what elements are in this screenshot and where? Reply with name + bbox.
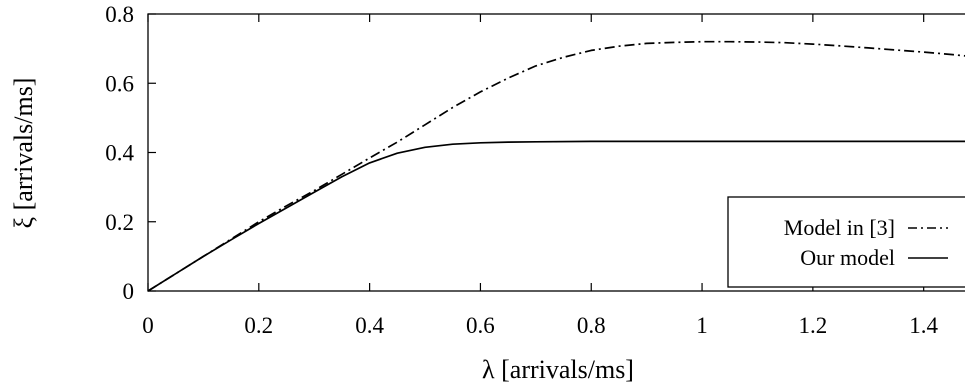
series-layer xyxy=(147,40,965,292)
y-tick-label: 0 xyxy=(123,279,135,304)
x-tick-label: 0.2 xyxy=(244,313,273,338)
x-tick-label: 0.8 xyxy=(577,313,606,338)
legend-label-model-in-3: Model in [3] xyxy=(784,215,895,240)
series-line-our-model xyxy=(147,140,965,292)
legend-label-our-model: Our model xyxy=(800,245,895,270)
x-tick-label: 1 xyxy=(696,313,708,338)
x-tick-label: 1.4 xyxy=(909,313,938,338)
plot-frame xyxy=(147,13,965,292)
x-tick-label: 0.6 xyxy=(466,313,495,338)
series-line-model-in-3 xyxy=(147,40,965,292)
y-axis-label: ξ [arrivals/ms] xyxy=(9,78,38,229)
legend-box xyxy=(727,196,965,288)
x-tick-label: 0 xyxy=(142,313,154,338)
y-tick-label: 0.2 xyxy=(105,210,134,235)
x-axis-label: λ [arrivals/ms] xyxy=(482,355,634,384)
y-tick-label: 0.8 xyxy=(105,2,134,27)
ticks-layer: 0 0.2 0.4 0.6 0.8 1 1.2 1.4 0 0.2 0.4 0.6 0.8 xyxy=(105,2,938,338)
y-tick-label: 0.4 xyxy=(105,141,134,166)
y-tick-label: 0.6 xyxy=(105,71,134,96)
legend: Model in [3] Our model xyxy=(727,196,965,288)
x-tick-label: 1.2 xyxy=(798,313,827,338)
x-tick-label: 0.4 xyxy=(355,313,384,338)
